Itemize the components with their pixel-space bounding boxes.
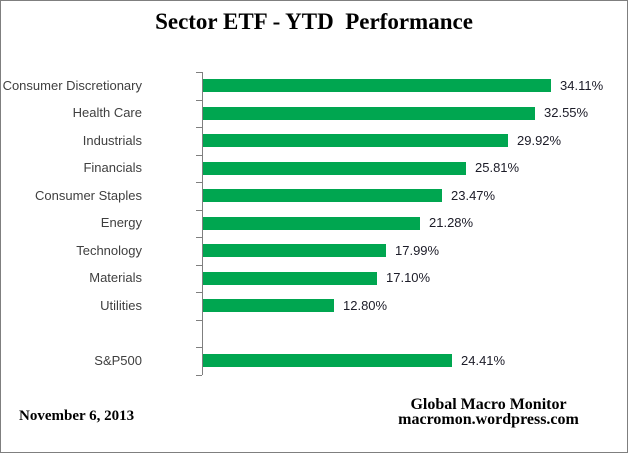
footer-date: November 6, 2013 <box>19 408 135 424</box>
axis-tick <box>196 154 202 156</box>
bar <box>203 299 334 313</box>
category-label: Health Care <box>72 105 142 121</box>
axis-tick <box>196 99 202 101</box>
axis-tick <box>196 182 202 183</box>
value-label: 34.11% <box>560 77 604 93</box>
axis-tick <box>196 72 202 73</box>
axis-tick <box>196 347 202 348</box>
axis-tick <box>196 264 202 266</box>
value-label: 17.10% <box>386 270 431 286</box>
value-label: 29.92% <box>517 132 562 148</box>
bar <box>203 134 508 148</box>
bar <box>203 216 420 230</box>
axis-tick <box>196 319 202 321</box>
value-label: 12.80% <box>343 297 388 313</box>
value-label: 25.81% <box>475 160 520 176</box>
value-label: 21.28% <box>429 215 474 231</box>
axis-tick <box>196 237 202 238</box>
value-label: 17.99% <box>395 242 440 258</box>
credit-line-1: Global Macro Monitor <box>410 396 567 413</box>
bar <box>203 244 386 258</box>
credit-block: Global Macro Monitor macromon.wordpress.… <box>381 396 596 428</box>
category-label: Technology <box>76 242 142 258</box>
category-label: S&P500 <box>94 352 142 368</box>
bar <box>203 106 535 120</box>
bar <box>203 189 442 203</box>
category-label: Consumer Staples <box>35 187 142 203</box>
category-label: Industrials <box>82 132 142 148</box>
bar <box>203 161 466 175</box>
category-axis <box>202 72 203 375</box>
axis-tick <box>196 292 202 293</box>
axis-tick <box>196 209 202 211</box>
category-label: Consumer Discretionary <box>2 77 142 93</box>
credit-line-2: macromon.wordpress.com <box>398 411 579 428</box>
value-label: 32.55% <box>544 105 589 121</box>
bar <box>203 354 452 368</box>
chart-title: Sector ETF - YTD Performance <box>155 9 473 34</box>
bar <box>203 271 377 285</box>
axis-tick <box>196 374 202 376</box>
category-label: Materials <box>89 270 142 286</box>
value-label: 24.41% <box>461 352 506 368</box>
value-label: 23.47% <box>451 187 496 203</box>
category-label: Utilities <box>100 297 142 313</box>
axis-tick <box>196 127 202 128</box>
bar <box>203 79 551 93</box>
category-label: Energy <box>100 215 142 231</box>
category-label: Financials <box>83 160 142 176</box>
